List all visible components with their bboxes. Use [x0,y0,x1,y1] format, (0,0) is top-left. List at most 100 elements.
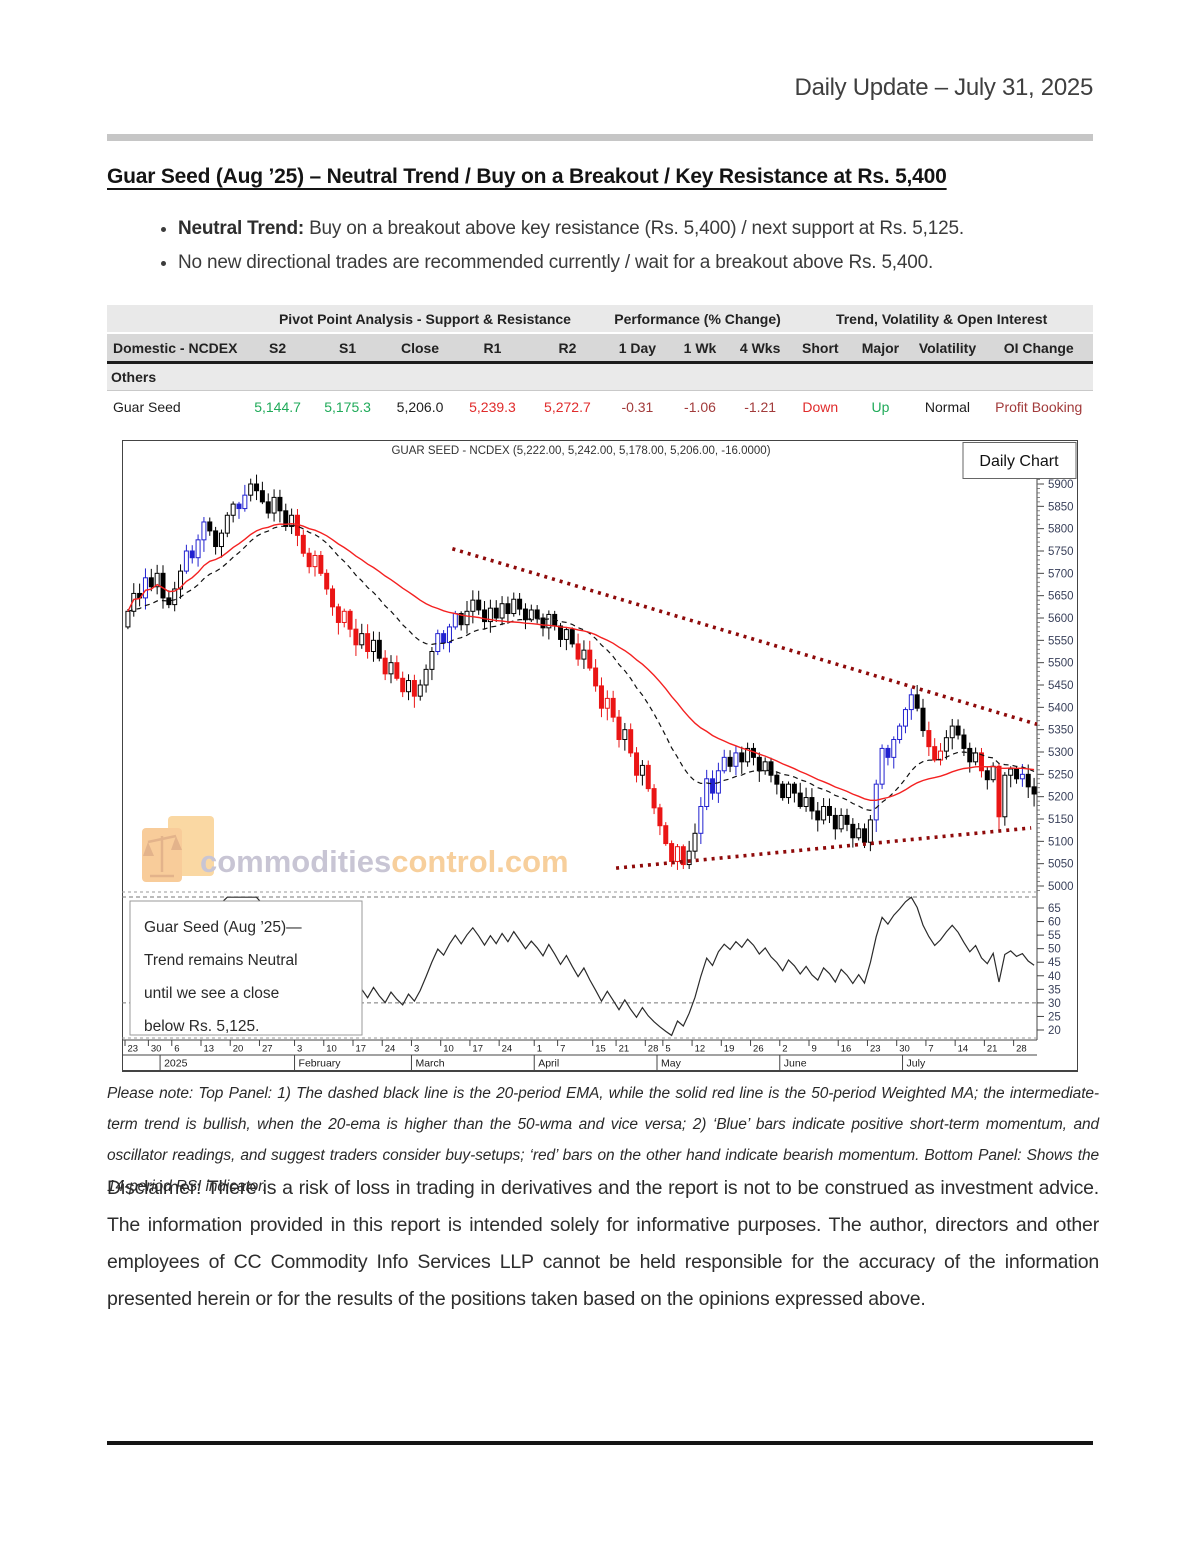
group-header-spacer [107,305,246,334]
svg-text:5700: 5700 [1048,568,1074,580]
bullet-bold-label: Neutral Trend: [178,218,304,239]
svg-text:60: 60 [1048,917,1061,929]
svg-text:2: 2 [782,1044,787,1055]
svg-text:10: 10 [326,1044,337,1055]
svg-text:5550: 5550 [1048,635,1074,647]
svg-text:55: 55 [1048,930,1061,942]
svg-text:5900: 5900 [1048,479,1074,491]
cell-close: 5,206.0 [396,398,444,415]
svg-text:May: May [661,1058,682,1070]
svg-text:until we see a close: until we see a close [144,985,279,1002]
page-title-date: Daily Update – July 31, 2025 [794,74,1094,101]
bullet-no-new-trades: No new directional trades are recommende… [178,252,1128,274]
cell-r2: 5,272.7 [544,398,591,415]
table-group-header-row: Pivot Point Analysis - Support & Resista… [107,305,1093,334]
bullet-text: Buy on a breakout above key resistance (… [304,218,964,239]
cell-r1: 5,239.3 [469,398,516,415]
svg-text:28: 28 [1016,1044,1027,1055]
svg-text:2025: 2025 [164,1058,188,1070]
svg-text:7: 7 [928,1044,933,1055]
svg-text:GUAR SEED - NCDEX (5,222.00, 5: GUAR SEED - NCDEX (5,222.00, 5,242.00, 5… [391,445,770,457]
col-oi-change: OI Change [984,333,1093,364]
col-r2: R2 [529,333,605,364]
svg-text:17: 17 [356,1044,367,1055]
svg-text:24: 24 [385,1044,396,1055]
cell-4wks: -1.21 [744,398,777,415]
svg-text:40: 40 [1048,971,1061,983]
col-1wk: 1 Wk [669,333,731,364]
svg-text:25: 25 [1048,1011,1061,1023]
col-4wks: 4 Wks [730,333,791,364]
cell-s1: 5,175.3 [324,398,371,415]
svg-text:23: 23 [128,1044,139,1055]
svg-text:30: 30 [899,1044,910,1055]
svg-text:5: 5 [665,1044,670,1055]
col-s1: S1 [310,333,386,364]
col-1day: 1 Day [604,333,670,364]
cell-major-trend: Up [871,398,890,415]
svg-text:5800: 5800 [1048,524,1074,536]
svg-text:April: April [538,1058,559,1070]
svg-text:24: 24 [502,1044,513,1055]
svg-text:6: 6 [174,1044,179,1055]
bullet-text: No new directional trades are recommende… [178,252,934,273]
svg-text:16: 16 [841,1044,852,1055]
cell-1day: -0.31 [621,398,654,415]
svg-text:July: July [907,1058,926,1070]
table-column-header-row: Domestic - NCDEX S2 S1 Close R1 R2 1 Day… [107,333,1093,364]
svg-text:3: 3 [414,1044,419,1055]
svg-text:5050: 5050 [1048,859,1074,871]
svg-text:3: 3 [297,1044,302,1055]
svg-text:45: 45 [1048,957,1061,969]
svg-text:Guar Seed (Aug ’25)—: Guar Seed (Aug ’25)— [144,919,302,936]
svg-text:12: 12 [695,1044,706,1055]
svg-text:5600: 5600 [1048,613,1074,625]
svg-text:21: 21 [619,1044,630,1055]
svg-text:5850: 5850 [1048,501,1074,513]
svg-text:10: 10 [443,1044,454,1055]
svg-text:19: 19 [724,1044,735,1055]
bullet-neutral-trend: Neutral Trend: Buy on a breakout above k… [178,218,1128,240]
cell-short-trend: Down [802,398,839,415]
svg-text:March: March [415,1058,444,1070]
svg-text:below Rs. 5,125.: below Rs. 5,125. [144,1018,259,1035]
col-short: Short [790,333,851,364]
daily-price-chart: commoditiescontrol.com GUAR SEED - NCDEX … [122,440,1078,1072]
col-volatility: Volatility [910,333,985,364]
col-domestic-ncdex: Domestic - NCDEX [107,333,246,364]
svg-text:5350: 5350 [1048,725,1074,737]
svg-text:5300: 5300 [1048,747,1074,759]
svg-text:15: 15 [595,1044,606,1055]
svg-text:5500: 5500 [1048,658,1074,670]
svg-text:1: 1 [537,1044,542,1055]
svg-text:17: 17 [472,1044,483,1055]
table-section-row: Others [107,362,1093,391]
report-title: Guar Seed (Aug ’25) – Neutral Trend / Bu… [107,165,947,188]
svg-text:30: 30 [151,1044,162,1055]
svg-text:5400: 5400 [1048,702,1074,714]
group-header-performance: Performance (% Change) [604,305,791,334]
cell-commodity-name: Guar Seed [113,398,181,415]
svg-text:14: 14 [958,1044,969,1055]
svg-text:commoditiescontrol.com: commoditiescontrol.com [200,844,569,879]
section-label-others: Others [107,362,1093,391]
svg-text:35: 35 [1048,984,1061,996]
svg-text:5650: 5650 [1048,591,1074,603]
cell-1wk: -1.06 [684,398,716,415]
cell-volatility: Normal [924,398,971,415]
svg-text:20: 20 [233,1044,244,1055]
svg-text:65: 65 [1048,903,1061,915]
svg-text:9: 9 [812,1044,817,1055]
svg-text:5200: 5200 [1048,792,1074,804]
svg-text:27: 27 [262,1044,273,1055]
group-header-trend: Trend, Volatility & Open Interest [790,305,1093,334]
svg-text:26: 26 [753,1044,764,1055]
svg-text:Trend remains Neutral: Trend remains Neutral [144,952,298,969]
svg-text:February: February [299,1058,342,1070]
svg-text:7: 7 [560,1044,565,1055]
header-divider-bar [107,134,1093,141]
table-row-guar-seed: Guar Seed 5,144.7 5,175.3 5,206.0 5,239.… [107,391,1093,423]
svg-text:5450: 5450 [1048,680,1074,692]
svg-text:Daily Chart: Daily Chart [979,453,1059,470]
